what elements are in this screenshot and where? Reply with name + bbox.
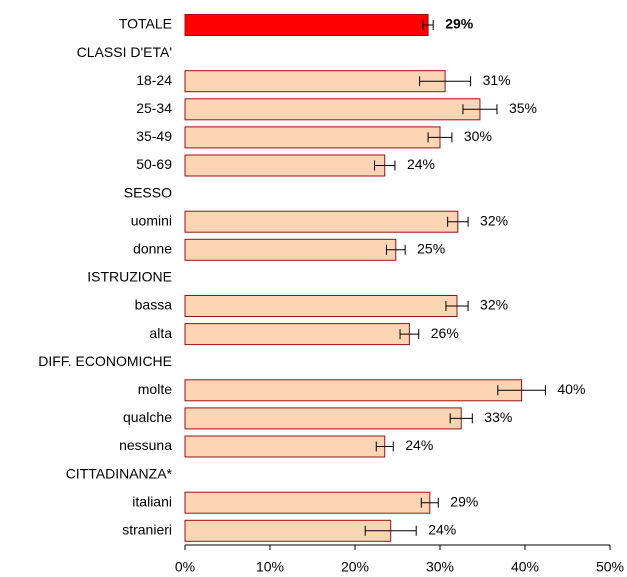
category-label: TOTALE xyxy=(119,16,172,32)
category-label: donne xyxy=(133,241,172,257)
category-label: qualche xyxy=(123,409,172,425)
category-label: ISTRUZIONE xyxy=(87,269,172,285)
error-bar xyxy=(449,413,473,424)
value-label: 24% xyxy=(407,156,435,172)
category-label: alta xyxy=(149,325,172,341)
category-label: uomini xyxy=(131,212,172,228)
error-bar xyxy=(497,385,546,396)
error-bar xyxy=(422,20,434,30)
bar xyxy=(184,14,429,36)
x-tick-label: 20% xyxy=(341,559,369,575)
category-label: stranieri xyxy=(122,522,172,538)
x-tick-label: 50% xyxy=(596,559,624,575)
error-bar xyxy=(399,329,420,340)
bar xyxy=(184,210,459,233)
category-label: 25-34 xyxy=(136,100,172,116)
bar xyxy=(184,295,458,317)
bar xyxy=(184,126,441,149)
error-bar xyxy=(447,216,469,227)
bar xyxy=(184,407,462,430)
bar xyxy=(184,323,410,346)
category-label: CITTADINANZA* xyxy=(66,465,173,481)
bar xyxy=(184,491,431,514)
bar xyxy=(184,519,392,542)
category-label: DIFF. ECONOMICHE xyxy=(38,353,172,369)
x-tick-label: 30% xyxy=(426,559,454,575)
value-label: 24% xyxy=(428,522,456,538)
x-tick-label: 0% xyxy=(175,559,195,575)
x-tick-label: 10% xyxy=(256,559,284,575)
value-label: 25% xyxy=(417,241,445,257)
category-label: bassa xyxy=(135,297,173,313)
error-bar xyxy=(445,301,469,311)
category-label: italiani xyxy=(132,493,172,509)
error-bar xyxy=(419,76,472,87)
bar xyxy=(184,154,386,177)
category-label: molte xyxy=(138,381,172,397)
category-label: nessuna xyxy=(119,437,172,453)
error-bar xyxy=(462,104,498,115)
error-bar xyxy=(385,244,406,255)
value-label: 32% xyxy=(480,212,508,228)
error-bar xyxy=(427,132,453,143)
error-bar xyxy=(374,160,396,171)
value-label: 32% xyxy=(480,297,508,313)
bar xyxy=(184,98,481,121)
value-label: 35% xyxy=(509,100,537,116)
category-label: 35-49 xyxy=(136,128,172,144)
value-label: 29% xyxy=(450,493,478,509)
error-bar xyxy=(420,497,439,508)
bar xyxy=(184,379,523,402)
value-label: 33% xyxy=(484,409,512,425)
value-label: 24% xyxy=(405,437,433,453)
value-label: 40% xyxy=(557,381,585,397)
bar xyxy=(184,70,446,93)
category-label: CLASSI D'ETA' xyxy=(77,44,172,60)
bar xyxy=(184,238,397,261)
category-label: 50-69 xyxy=(136,156,172,172)
value-label: 30% xyxy=(464,128,492,144)
value-label: 26% xyxy=(431,325,459,341)
value-label: 31% xyxy=(483,72,511,88)
category-label: 18-24 xyxy=(136,72,172,88)
bar xyxy=(184,435,386,458)
category-label: SESSO xyxy=(124,184,172,200)
error-bar xyxy=(375,441,394,452)
error-bar xyxy=(364,525,417,536)
value-label: 29% xyxy=(445,16,474,32)
x-tick-label: 40% xyxy=(511,559,539,575)
